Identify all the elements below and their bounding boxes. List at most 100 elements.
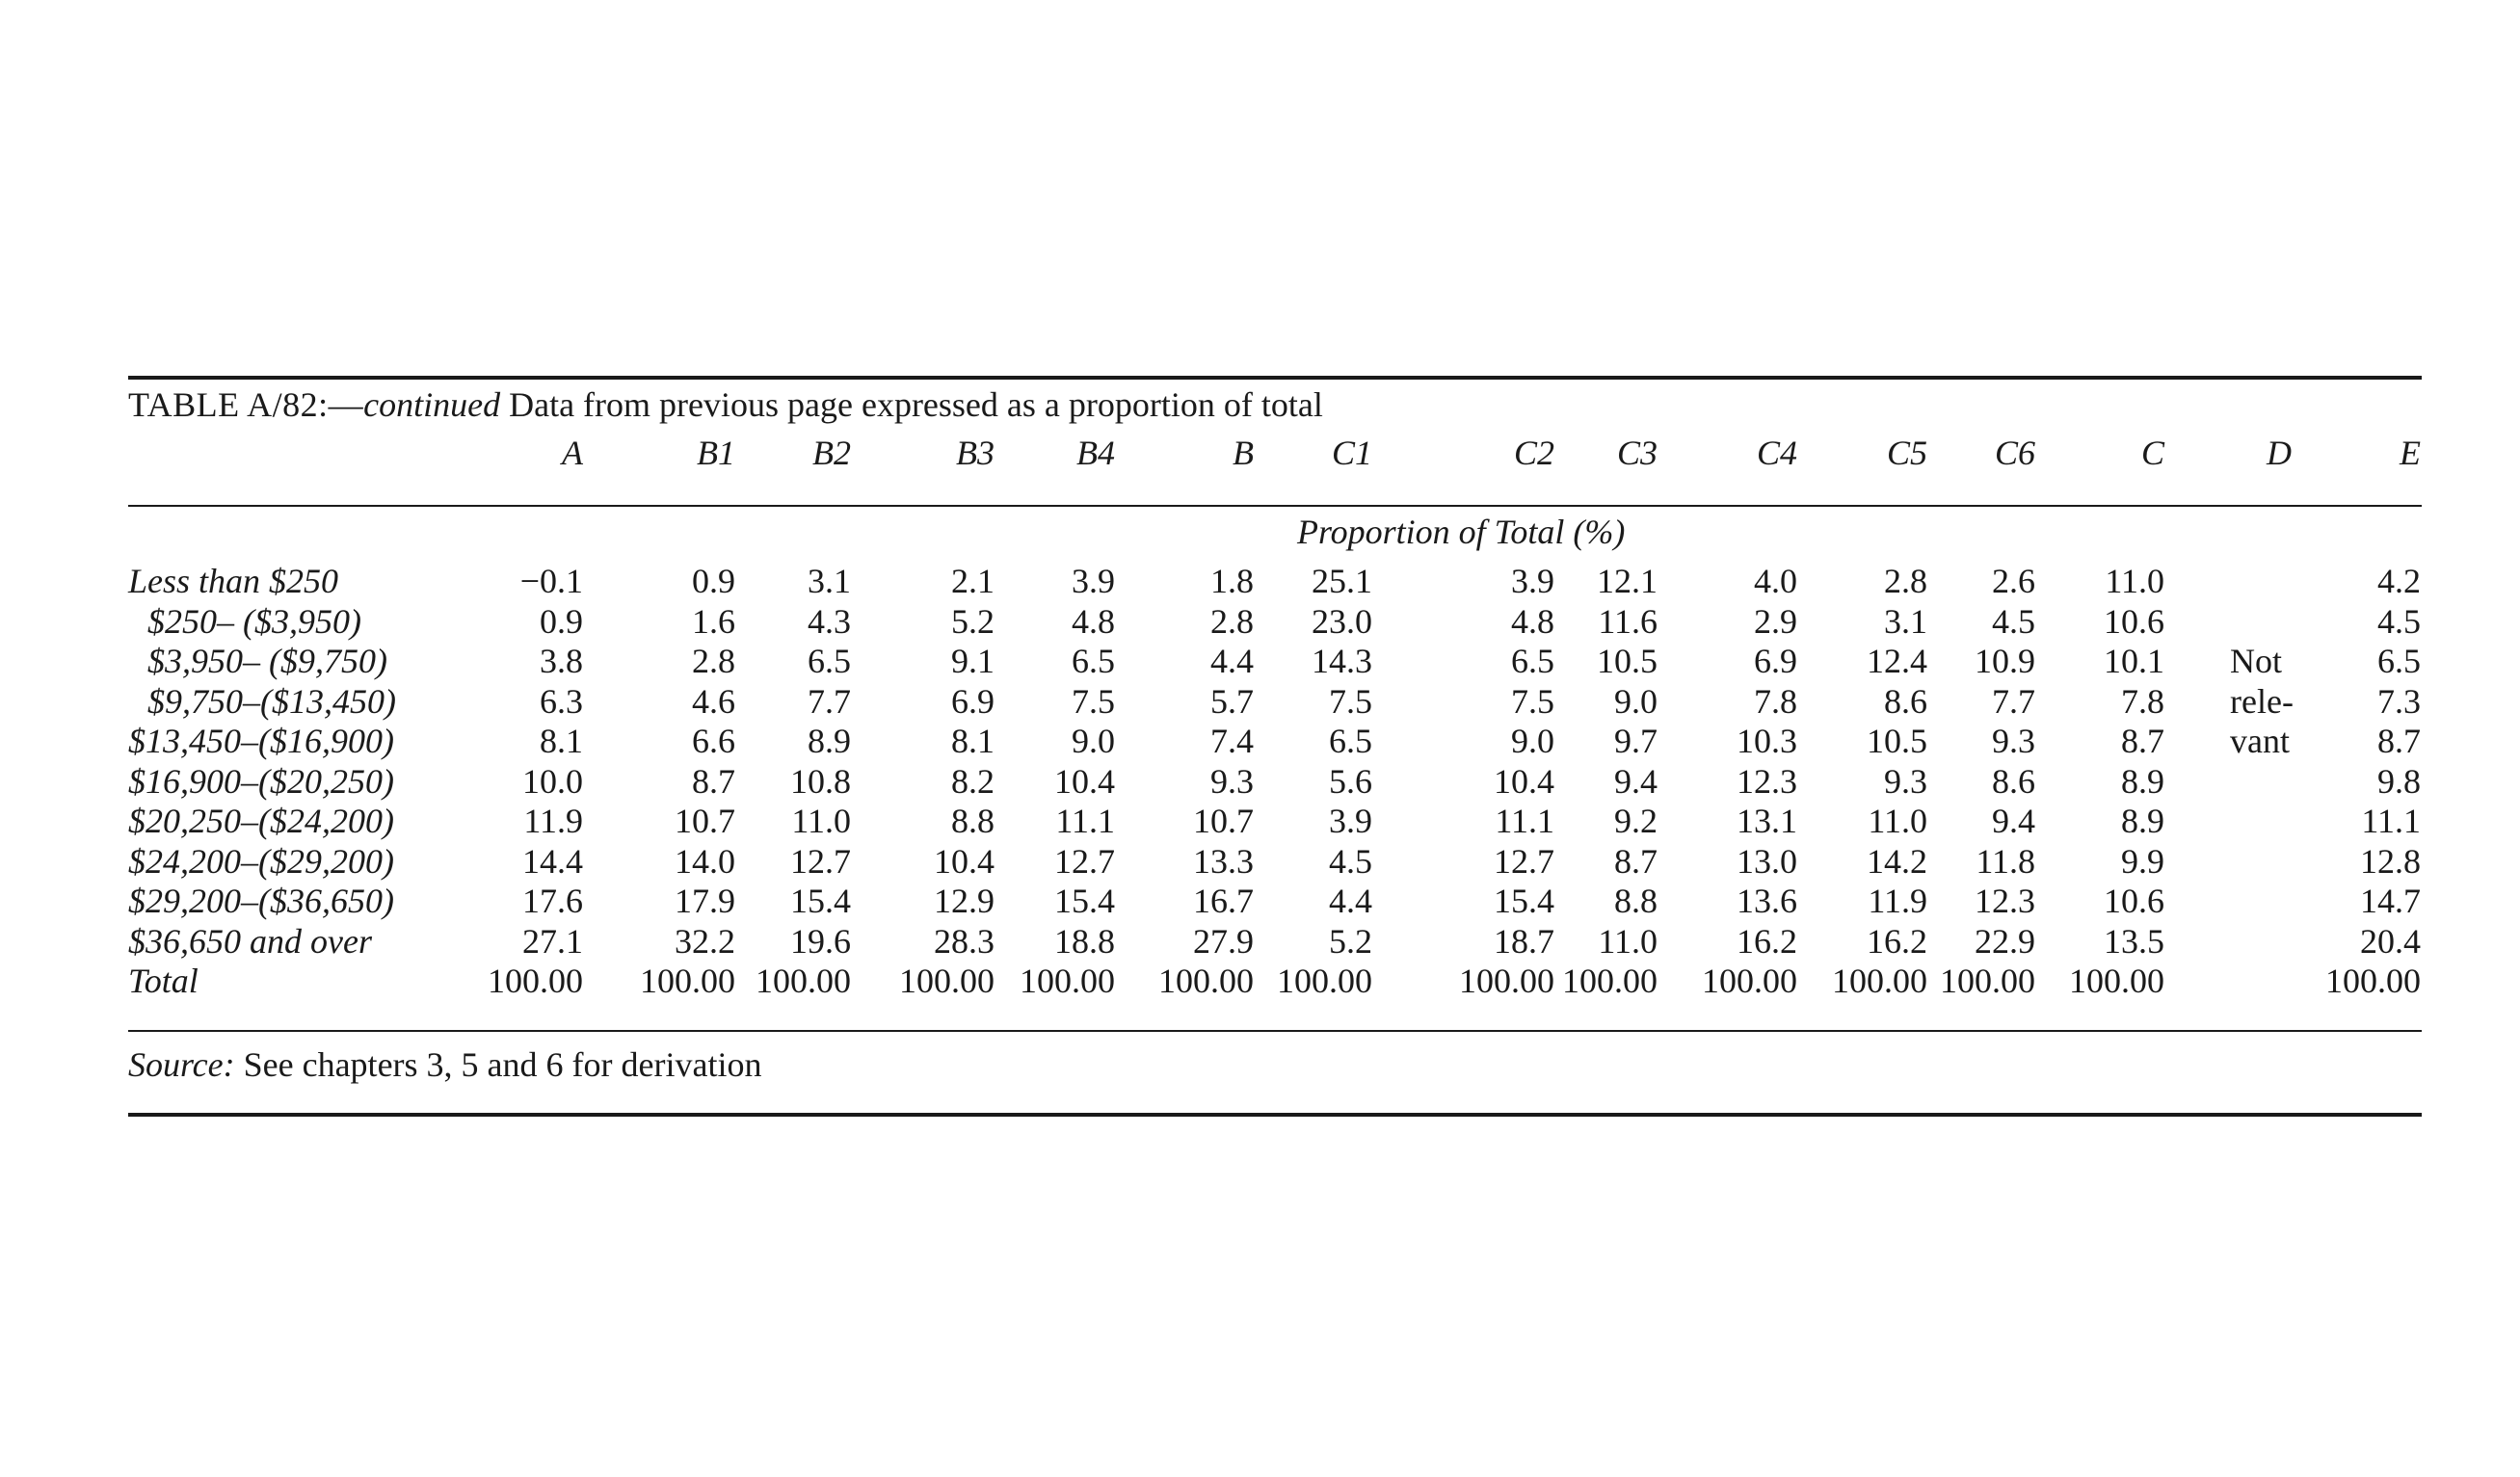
table-cell: 11.1 bbox=[1495, 802, 1554, 840]
table-cell: 6.9 bbox=[1754, 642, 1797, 680]
table-cell: 12.7 bbox=[790, 841, 851, 881]
table-cell: 12.1 bbox=[1597, 562, 1658, 600]
table-cell: 9.8 bbox=[2377, 761, 2421, 801]
table-cell: 25.1 bbox=[1312, 562, 1372, 600]
table-cell: 1.6 bbox=[692, 601, 735, 641]
table-cell: 14.7 bbox=[2360, 882, 2421, 920]
table-cell: 2.9 bbox=[1754, 601, 1797, 641]
table-cell: 12.7 bbox=[1494, 841, 1554, 881]
column-header: C2 bbox=[1513, 434, 1554, 472]
column-d-note: vant bbox=[2230, 722, 2290, 760]
table-cell: 7.4 bbox=[1210, 722, 1254, 760]
table-cell: 3.9 bbox=[1329, 802, 1372, 840]
table-cell: 100.00 bbox=[1020, 962, 1115, 1000]
table-cell: 27.9 bbox=[1193, 921, 1254, 961]
table-cell: 6.9 bbox=[951, 681, 995, 721]
table-cell: 8.9 bbox=[2121, 761, 2164, 801]
table-cell: 100.00 bbox=[2325, 962, 2421, 1000]
table-cell: 13.6 bbox=[1737, 882, 1797, 920]
table-cell: 23.0 bbox=[1312, 601, 1372, 641]
table-cell: 5.2 bbox=[951, 601, 995, 641]
table-cell: 7.7 bbox=[1992, 681, 2035, 721]
table-cell: 100.00 bbox=[1702, 962, 1797, 1000]
column-header: B4 bbox=[1076, 434, 1115, 472]
table-cell: 10.4 bbox=[1054, 761, 1115, 801]
table-cell: 4.3 bbox=[808, 601, 851, 641]
table-cell: 12.3 bbox=[1975, 882, 2035, 920]
table-bottom-rule bbox=[128, 1113, 2422, 1117]
column-d-note: rele- bbox=[2230, 681, 2294, 721]
table-cell: 9.0 bbox=[1511, 722, 1554, 760]
table-cell: 11.0 bbox=[1868, 802, 1927, 840]
table-cell: 5.2 bbox=[1329, 921, 1372, 961]
column-header: B1 bbox=[697, 434, 735, 472]
table-cell: 4.5 bbox=[1329, 841, 1372, 881]
table-cell: 8.8 bbox=[951, 802, 995, 840]
table-caption-continued: continued bbox=[363, 385, 501, 424]
table-cell: 8.7 bbox=[2121, 722, 2164, 760]
table-cell: 11.8 bbox=[1976, 841, 2035, 881]
table-cell: 3.9 bbox=[1511, 562, 1554, 600]
column-header: D bbox=[2267, 434, 2292, 472]
table-cell: 9.3 bbox=[1992, 722, 2035, 760]
table-cell: 9.2 bbox=[1614, 802, 1658, 840]
table-cell: 12.8 bbox=[2360, 841, 2421, 881]
table-cell: 14.2 bbox=[1867, 841, 1927, 881]
table-cell: 100.00 bbox=[1940, 962, 2035, 1000]
table-cell: 12.9 bbox=[934, 882, 995, 920]
table-top-rule bbox=[128, 376, 2422, 380]
table-cell: 8.2 bbox=[951, 761, 995, 801]
row-label: $29,200–($36,650) bbox=[128, 882, 394, 920]
row-label: $13,450–($16,900) bbox=[128, 722, 394, 760]
table-cell: 4.5 bbox=[2377, 601, 2421, 641]
table-cell: 10.3 bbox=[1737, 722, 1797, 760]
table-cell: 16.2 bbox=[1737, 921, 1797, 961]
source-label: Source: bbox=[128, 1045, 235, 1084]
table-cell: 16.7 bbox=[1193, 882, 1254, 920]
table-cell: 4.5 bbox=[1992, 601, 2035, 641]
table-cell: 13.3 bbox=[1193, 841, 1254, 881]
table-cell: 14.3 bbox=[1312, 642, 1372, 680]
table-header-rule bbox=[128, 505, 2422, 507]
table-cell: 10.6 bbox=[2104, 882, 2164, 920]
table-cell: 3.8 bbox=[540, 642, 583, 680]
table-cell: 10.7 bbox=[675, 802, 735, 840]
table-cell: 6.5 bbox=[1329, 722, 1372, 760]
table-cell: 20.4 bbox=[2360, 921, 2421, 961]
table-cell: 9.3 bbox=[1210, 761, 1254, 801]
table-cell: 6.5 bbox=[1511, 642, 1554, 680]
table-cell: 2.6 bbox=[1992, 562, 2035, 600]
unit-label: Proportion of Total (%) bbox=[1297, 513, 1626, 551]
table-cell: 11.9 bbox=[523, 802, 583, 840]
table-cell: 6.3 bbox=[540, 681, 583, 721]
table-cell: 9.0 bbox=[1072, 722, 1115, 760]
table-cell: 100.00 bbox=[1562, 962, 1658, 1000]
table-cell: 11.6 bbox=[1598, 601, 1658, 641]
table-source: Source: See chapters 3, 5 and 6 for deri… bbox=[128, 1043, 761, 1086]
table-cell: 11.9 bbox=[1868, 882, 1927, 920]
table-cell: 13.1 bbox=[1737, 802, 1797, 840]
table-cell: 14.4 bbox=[522, 841, 583, 881]
table-cell: 28.3 bbox=[934, 921, 995, 961]
table-caption-id: TABLE A/82:— bbox=[128, 385, 364, 424]
table-foot-rule bbox=[128, 1030, 2422, 1032]
table-cell: 11.0 bbox=[791, 802, 851, 840]
table-cell: 3.9 bbox=[1072, 562, 1115, 600]
table-cell: 14.0 bbox=[675, 841, 735, 881]
table-cell: 4.4 bbox=[1210, 642, 1254, 680]
table-cell: 17.6 bbox=[522, 882, 583, 920]
table-cell: 9.9 bbox=[2121, 841, 2164, 881]
table-cell: 9.4 bbox=[1614, 761, 1658, 801]
column-header: B2 bbox=[812, 434, 851, 472]
table-cell: 9.4 bbox=[1992, 802, 2035, 840]
table-cell: 2.8 bbox=[1210, 601, 1254, 641]
table-cell: 9.1 bbox=[951, 642, 995, 680]
table-cell: 16.2 bbox=[1867, 921, 1927, 961]
table-cell: 8.9 bbox=[2121, 802, 2164, 840]
table-cell: 2.1 bbox=[951, 562, 995, 600]
table-cell: 10.4 bbox=[934, 841, 995, 881]
column-header: B3 bbox=[956, 434, 995, 472]
row-label: $250– ($3,950) bbox=[147, 601, 361, 641]
table-cell: −0.1 bbox=[519, 562, 583, 600]
table-cell: 100.00 bbox=[488, 962, 583, 1000]
